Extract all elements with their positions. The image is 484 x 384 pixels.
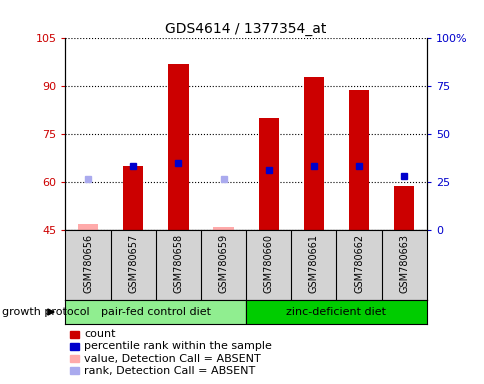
Bar	[123, 166, 143, 230]
Bar	[168, 64, 188, 230]
Text: GSM780662: GSM780662	[353, 234, 363, 293]
Bar	[393, 185, 413, 230]
Bar	[258, 118, 278, 230]
Text: rank, Detection Call = ABSENT: rank, Detection Call = ABSENT	[84, 366, 255, 376]
Title: GDS4614 / 1377354_at: GDS4614 / 1377354_at	[165, 22, 326, 36]
Text: GSM780657: GSM780657	[128, 234, 138, 293]
Bar	[348, 89, 368, 230]
Text: count: count	[84, 329, 115, 339]
Text: GSM780656: GSM780656	[83, 234, 93, 293]
Bar	[213, 227, 233, 230]
Text: GSM780658: GSM780658	[173, 234, 183, 293]
Text: value, Detection Call = ABSENT: value, Detection Call = ABSENT	[84, 354, 260, 364]
Bar	[78, 224, 98, 230]
Text: zinc-deficient diet: zinc-deficient diet	[286, 307, 386, 317]
Text: percentile rank within the sample: percentile rank within the sample	[84, 341, 271, 351]
Bar	[303, 77, 323, 230]
Text: GSM780663: GSM780663	[398, 234, 408, 293]
Text: pair-fed control diet: pair-fed control diet	[101, 307, 211, 317]
Text: GSM780660: GSM780660	[263, 234, 273, 293]
Text: GSM780659: GSM780659	[218, 234, 228, 293]
Text: GSM780661: GSM780661	[308, 234, 318, 293]
Text: growth protocol: growth protocol	[2, 307, 90, 317]
